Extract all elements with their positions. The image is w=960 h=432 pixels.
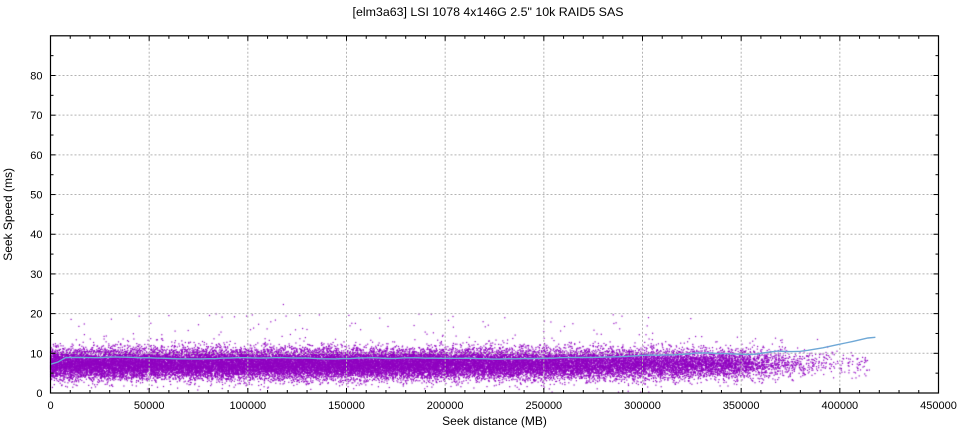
svg-text:[elm3a63] LSI 1078 4x146G 2.5": [elm3a63] LSI 1078 4x146G 2.5" 10k RAID5… (353, 5, 624, 19)
svg-text:30: 30 (30, 269, 42, 281)
svg-text:80: 80 (30, 70, 42, 82)
svg-text:100000: 100000 (229, 400, 266, 412)
svg-text:50: 50 (30, 190, 42, 202)
svg-text:40: 40 (30, 229, 42, 241)
svg-text:0: 0 (36, 388, 42, 400)
svg-text:350000: 350000 (723, 400, 760, 412)
svg-text:60: 60 (30, 150, 42, 162)
svg-text:Seek Speed (ms): Seek Speed (ms) (1, 168, 15, 261)
svg-text:150000: 150000 (328, 400, 365, 412)
svg-text:250000: 250000 (525, 400, 562, 412)
svg-text:400000: 400000 (821, 400, 858, 412)
svg-text:450000: 450000 (920, 400, 957, 412)
svg-text:70: 70 (30, 110, 42, 122)
svg-text:50000: 50000 (134, 400, 165, 412)
svg-text:0: 0 (47, 400, 53, 412)
svg-text:300000: 300000 (624, 400, 661, 412)
svg-text:10: 10 (30, 348, 42, 360)
svg-text:Seek distance (MB): Seek distance (MB) (442, 414, 547, 428)
svg-text:200000: 200000 (427, 400, 464, 412)
svg-text:20: 20 (30, 309, 42, 321)
